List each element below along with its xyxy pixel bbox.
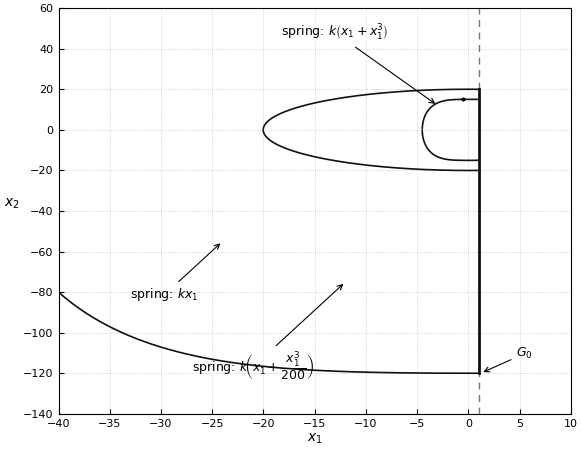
Text: spring: $k\left(x_1 + x_1^3\right)$: spring: $k\left(x_1 + x_1^3\right)$: [282, 22, 434, 103]
X-axis label: $x_1$: $x_1$: [307, 432, 322, 446]
Y-axis label: $x_2$: $x_2$: [4, 197, 20, 211]
Text: $G_0$: $G_0$: [484, 346, 533, 372]
Text: spring: $k\!\left(x_1 + \dfrac{x_1^3}{200}\right)$: spring: $k\!\left(x_1 + \dfrac{x_1^3}{20…: [192, 285, 342, 383]
Text: spring: $kx_1$: spring: $kx_1$: [130, 244, 219, 303]
